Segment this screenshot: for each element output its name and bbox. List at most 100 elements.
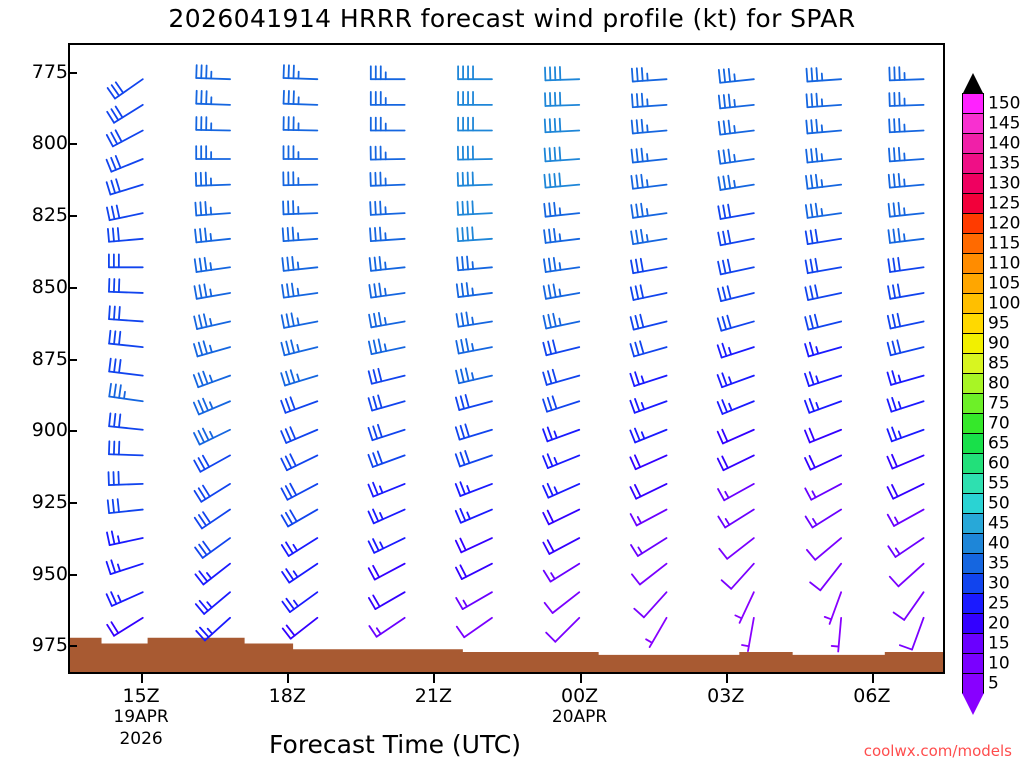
wind-barb (717, 119, 755, 136)
barb-full (108, 382, 112, 398)
barb-full (374, 200, 377, 216)
colorbar-segment: 145 (962, 113, 1020, 134)
wind-barb (888, 117, 925, 134)
barb-full (194, 573, 205, 586)
barb-half (640, 375, 645, 384)
wind-barb (804, 427, 843, 444)
wind-barb (106, 616, 144, 637)
barb-full (886, 428, 893, 443)
barb-full (810, 67, 814, 83)
wind-barb (898, 616, 925, 651)
chart-title: 2026041914 HRRR forecast wind profile (k… (168, 4, 856, 33)
wind-barb (108, 253, 144, 269)
colorbar-label: 70 (988, 413, 1010, 433)
wind-barb (630, 118, 668, 135)
wind-barb (720, 562, 755, 590)
colorbar-segment: 30 (962, 573, 1010, 594)
barb-full (717, 176, 722, 191)
wind-barb (717, 508, 755, 529)
barb-full (202, 313, 208, 328)
wind-barb (886, 339, 925, 357)
barb-full (367, 453, 374, 468)
barb-full (804, 343, 810, 358)
barb-half (724, 490, 730, 499)
barb-full (815, 118, 819, 134)
wind-barb (716, 399, 755, 415)
wind-barb (281, 256, 319, 272)
wind-barb (456, 226, 493, 243)
wind-barb (887, 172, 925, 189)
barb-full (285, 370, 291, 385)
wind-barb (368, 256, 406, 272)
barb-full (543, 118, 547, 134)
barb-full (115, 178, 121, 193)
barb-full (114, 155, 122, 169)
barb-full (106, 110, 115, 124)
colorbar-segment: 100 (962, 293, 1020, 314)
barb-full (886, 486, 895, 500)
barb-full (886, 513, 895, 527)
wind-barb (367, 423, 406, 442)
barb-full (546, 396, 553, 412)
colorbar-segment: 10 (962, 653, 1010, 674)
barb-full (886, 371, 892, 386)
barb-full (466, 226, 470, 242)
barb-full (804, 399, 811, 414)
wind-barb (542, 482, 581, 499)
barb-half (209, 318, 213, 327)
wind-barb (280, 508, 319, 528)
barb-full (558, 117, 562, 133)
plot-area (68, 43, 945, 674)
terrain-fill (70, 637, 943, 672)
wind-barb (367, 450, 406, 468)
barb-full (727, 174, 732, 190)
wind-barb (543, 591, 581, 614)
barb-full (716, 287, 722, 303)
wind-barb (369, 116, 406, 132)
barb-half (209, 232, 213, 242)
barb-full (197, 399, 205, 414)
wind-barb (369, 171, 406, 187)
barb-half (733, 125, 736, 134)
barb-half (811, 490, 817, 499)
wind-barb (454, 450, 493, 468)
barb-full (888, 147, 891, 163)
wind-barb (886, 453, 925, 470)
barb-full (285, 568, 295, 581)
barb-full (373, 312, 378, 328)
barb-full (630, 119, 634, 135)
wind-barb (456, 171, 493, 187)
barb-full (629, 513, 638, 527)
barb-column (367, 65, 406, 638)
barb-full (118, 330, 122, 346)
barb-full (552, 283, 557, 298)
barb-full (814, 202, 819, 218)
barb-full (197, 514, 208, 527)
barb-half (637, 546, 643, 555)
barb-full (543, 147, 547, 163)
barb-full (281, 283, 285, 299)
wind-barb (193, 454, 231, 473)
barb-full (886, 314, 892, 330)
x-axis-tick (579, 674, 582, 683)
wind-barb (456, 255, 493, 272)
barb-column (105, 78, 144, 637)
wind-barb (194, 201, 231, 217)
barb-full (546, 426, 554, 441)
wind-barb (630, 257, 668, 275)
wind-barb (886, 426, 925, 443)
y-axis-tick-label: 925 (31, 490, 68, 513)
barb-full (192, 401, 200, 416)
barb-full (372, 395, 378, 411)
wind-barb (367, 562, 406, 581)
barb-full (372, 452, 379, 467)
barb-full (456, 256, 460, 272)
colorbar-label: 5 (988, 673, 999, 693)
barb-full (635, 93, 639, 108)
barb-half (471, 287, 475, 297)
barb-full (633, 607, 645, 619)
wind-barb (630, 92, 668, 109)
wind-barb (369, 200, 406, 216)
wind-barb (195, 64, 231, 81)
wind-barb (543, 146, 581, 163)
